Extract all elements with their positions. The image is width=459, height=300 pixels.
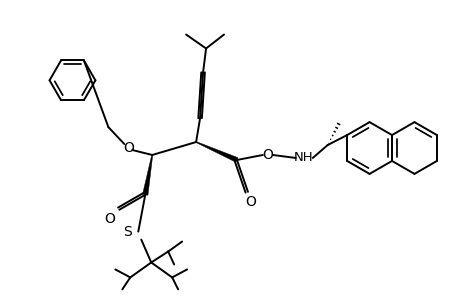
Polygon shape (196, 142, 237, 162)
Text: NH: NH (293, 152, 313, 164)
Text: O: O (262, 148, 273, 162)
Polygon shape (142, 155, 152, 195)
Text: O: O (123, 141, 134, 155)
Text: S: S (123, 225, 131, 238)
Text: O: O (104, 212, 115, 226)
Text: O: O (245, 195, 256, 209)
